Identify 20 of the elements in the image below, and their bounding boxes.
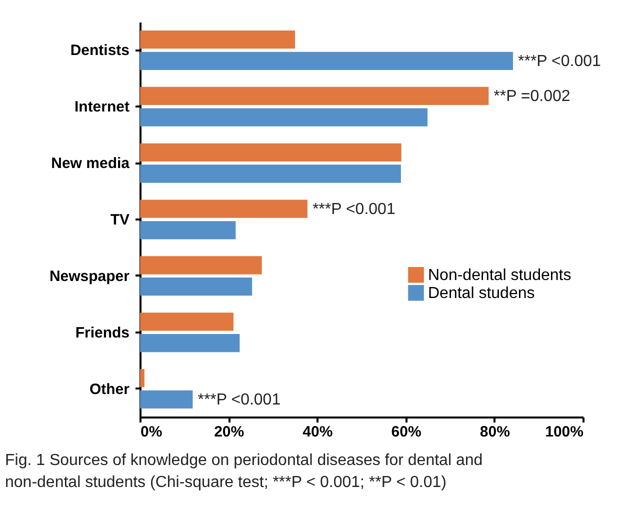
x-tick-label: 60% <box>391 424 422 440</box>
caption: Fig. 1 Sources of knowledge on periodontal diseases for dental and non-dental students (Chi-square test; ***P < 0.001; **P < 0.01) <box>5 452 483 491</box>
x-tick-label: 80% <box>480 424 510 440</box>
legend-label: Dental studens <box>428 284 535 302</box>
legend-label: Non-dental students <box>428 266 572 284</box>
annotation: ***P <0.001 <box>312 200 396 218</box>
y-tick-label: New media <box>51 155 130 172</box>
y-tick-label: Friends <box>75 324 130 342</box>
y-tick-label: Internet <box>74 98 130 116</box>
y-tick-label: Other <box>89 380 130 398</box>
x-tick-label: 20% <box>214 424 244 440</box>
annotation: ***P <0.001 <box>518 52 601 70</box>
annotation: ***P <0.001 <box>198 391 281 408</box>
annotation: **P =0.002 <box>494 88 570 105</box>
x-tick-label: 100% <box>545 424 584 440</box>
y-tick-label: Dentists <box>70 42 130 60</box>
y-tick-label: TV <box>110 212 130 228</box>
x-tick-label: 0% <box>140 424 162 440</box>
x-tick-label: 40% <box>302 424 333 440</box>
y-tick-label: Newspaper <box>49 268 130 285</box>
